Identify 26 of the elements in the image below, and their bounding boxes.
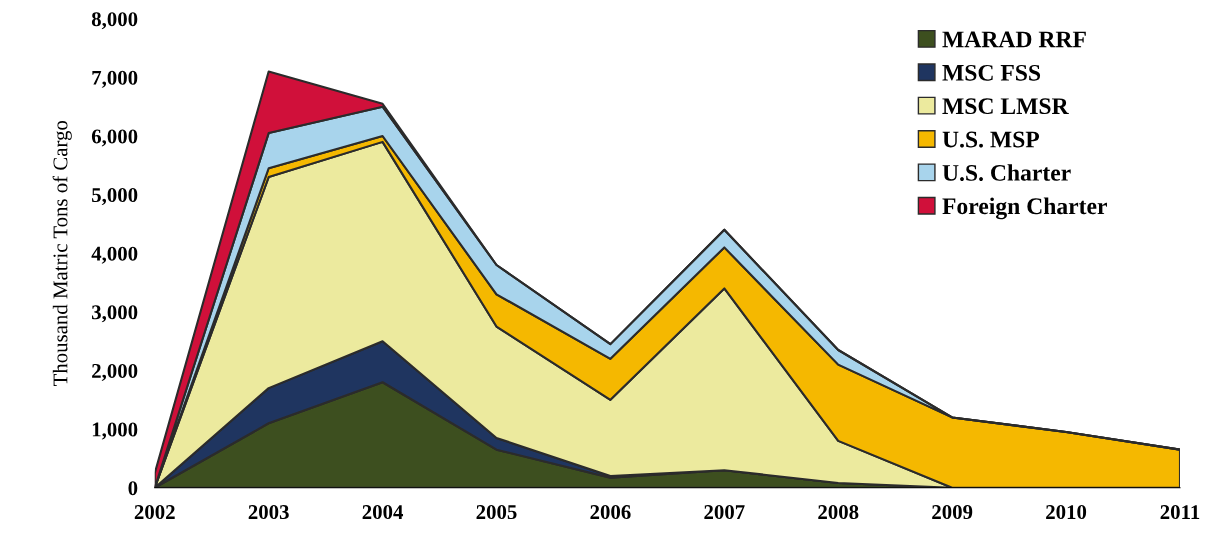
- y-tick-label: 0: [128, 481, 138, 496]
- y-tick-label: 7,000: [92, 70, 138, 88]
- x-tick-label: 2006: [590, 505, 631, 520]
- x-tick-label: 2010: [1046, 505, 1087, 520]
- x-tick-label: 2008: [818, 505, 859, 520]
- y-tick-label: 3,000: [91, 305, 138, 323]
- y-tick-label: 1,000: [92, 422, 138, 440]
- legend-label: MSC FSS: [942, 64, 1041, 81]
- x-tick-label: 2011: [1160, 505, 1200, 520]
- y-tick-label: 5,000: [92, 188, 138, 206]
- x-tick-label: 2002: [134, 505, 175, 520]
- x-tick-label: 2004: [362, 505, 404, 520]
- legend-label: U.S. Charter: [942, 164, 1071, 181]
- x-tick-label: 2003: [248, 505, 289, 520]
- y-axis-title: Thousand Matric Tons of Cargo: [52, 120, 72, 387]
- x-tick-label: 2005: [476, 505, 517, 520]
- y-tick-label: 4,000: [91, 246, 138, 264]
- legend-label: MARAD RRF: [942, 31, 1086, 48]
- legend-label: U.S. MSP: [942, 131, 1040, 148]
- x-tick-label: 2007: [704, 505, 745, 520]
- legend-label: Foreign Charter: [942, 197, 1107, 220]
- legend-label: MSC LMSR: [942, 98, 1069, 115]
- y-tick-label: 6,000: [91, 129, 138, 147]
- y-tick-label: 8,000: [91, 12, 138, 30]
- y-tick-label: 2,000: [92, 363, 138, 381]
- x-tick-label: 2009: [932, 505, 973, 520]
